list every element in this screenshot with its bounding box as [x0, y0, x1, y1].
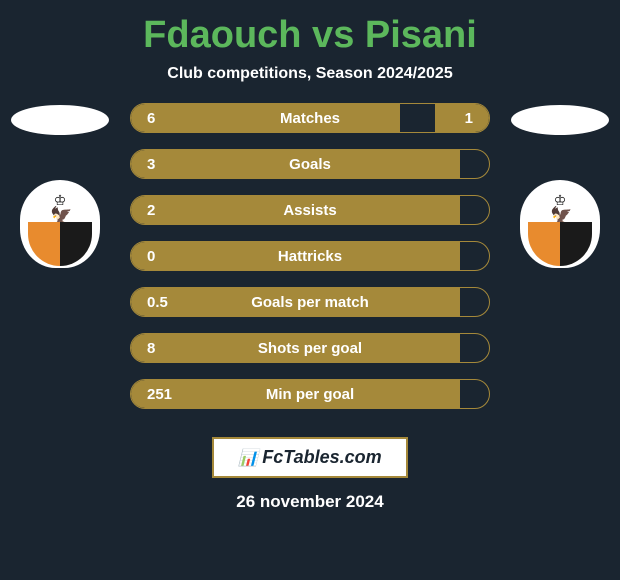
stat-bar: 3 Goals — [130, 149, 490, 179]
brand-box[interactable]: 📊 FcTables.com — [212, 437, 407, 478]
content-row: ♔ 🦅 6 Matches 1 3 Goals 2 Assists 0 Hattricks 0.5… — [0, 103, 620, 409]
stat-label: Matches — [280, 110, 340, 127]
stat-value-left: 0 — [147, 248, 155, 265]
badge-half-black — [60, 222, 92, 266]
stat-bar: 0.5 Goals per match — [130, 287, 490, 317]
stat-fill-right — [435, 104, 489, 132]
stat-bar: 0 Hattricks — [130, 241, 490, 271]
brand-label: FcTables.com — [262, 447, 381, 468]
stat-value-right: 1 — [465, 110, 473, 127]
stat-label: Goals — [289, 156, 331, 173]
subtitle: Club competitions, Season 2024/2025 — [167, 65, 452, 83]
stat-value-left: 0.5 — [147, 294, 168, 311]
stat-label: Hattricks — [278, 248, 342, 265]
stat-label: Min per goal — [266, 386, 354, 403]
badge-half-orange — [28, 222, 60, 266]
player-right-column: ♔ 🦅 — [500, 103, 620, 270]
stat-value-left: 6 — [147, 110, 155, 127]
stat-bar: 251 Min per goal — [130, 379, 490, 409]
player-left-avatar — [11, 105, 109, 135]
stat-fill-left — [131, 104, 400, 132]
stat-label: Assists — [283, 202, 336, 219]
stat-bar: 2 Assists — [130, 195, 490, 225]
stat-value-left: 8 — [147, 340, 155, 357]
stat-bar: 8 Shots per goal — [130, 333, 490, 363]
stat-label: Goals per match — [251, 294, 369, 311]
chart-icon: 📊 — [238, 448, 258, 468]
stat-label: Shots per goal — [258, 340, 362, 357]
player-right-avatar — [511, 105, 609, 135]
stat-bar: 6 Matches 1 — [130, 103, 490, 133]
player-right-badge: ♔ 🦅 — [520, 180, 600, 270]
date-label: 26 november 2024 — [236, 492, 383, 512]
player-left-badge: ♔ 🦅 — [20, 180, 100, 270]
badge-half-black — [560, 222, 592, 266]
stats-column: 6 Matches 1 3 Goals 2 Assists 0 Hattricks 0.5 Goal… — [130, 103, 490, 409]
stat-value-left: 3 — [147, 156, 155, 173]
page-title: Fdaouch vs Pisani — [143, 14, 477, 57]
badge-inner: ♔ 🦅 — [528, 188, 592, 260]
player-left-column: ♔ 🦅 — [0, 103, 120, 270]
badge-half-orange — [528, 222, 560, 266]
stat-value-left: 2 — [147, 202, 155, 219]
badge-inner: ♔ 🦅 — [28, 188, 92, 260]
stat-value-left: 251 — [147, 386, 172, 403]
